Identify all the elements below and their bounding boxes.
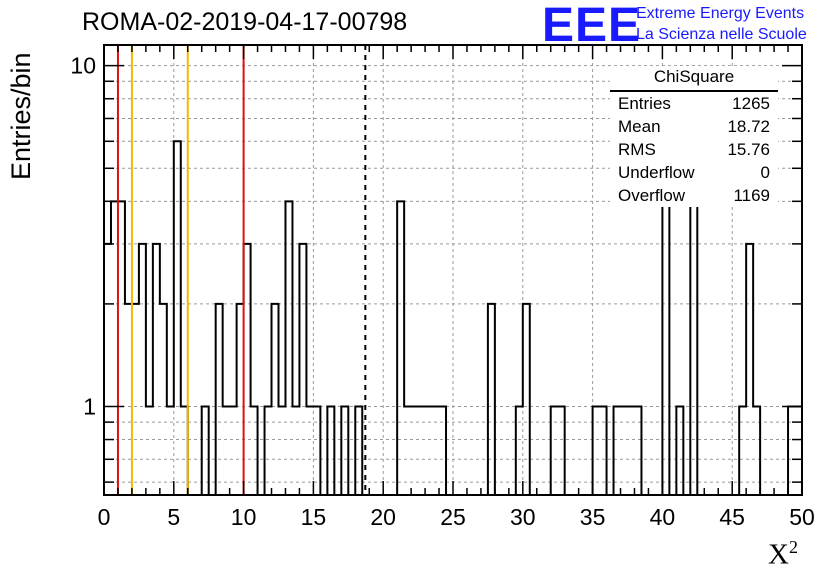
y-tick-label: 1 xyxy=(83,394,96,420)
histogram-bin xyxy=(139,244,146,495)
histogram-bin xyxy=(279,407,286,495)
x-axis-title: X2 xyxy=(768,537,798,572)
histogram-bin xyxy=(397,201,404,495)
histogram-bin xyxy=(174,141,181,495)
histogram-bin xyxy=(251,407,258,495)
x-tick-label: 25 xyxy=(440,504,466,530)
histogram-bin xyxy=(125,304,132,495)
stats-label: Underflow xyxy=(618,163,695,182)
histogram-bin xyxy=(593,407,600,495)
histogram-bin xyxy=(690,168,697,495)
x-tick-label: 40 xyxy=(650,504,676,530)
histogram-bin xyxy=(739,407,746,495)
histogram-bin xyxy=(439,407,446,495)
histogram-bin xyxy=(292,407,299,495)
histogram-bin xyxy=(558,407,565,495)
stats-row-entries: Entries 1265 xyxy=(610,92,778,115)
x-tick-label: 20 xyxy=(370,504,396,530)
histogram-bin xyxy=(341,407,348,495)
stats-value: 18.72 xyxy=(727,117,770,136)
histogram-bin xyxy=(746,244,753,495)
x-tick-label: 0 xyxy=(98,504,111,530)
histogram-bin xyxy=(104,244,111,495)
histogram-bin xyxy=(753,407,760,495)
histogram-bin xyxy=(662,168,669,495)
x-tick-label: 35 xyxy=(580,504,606,530)
stats-row-mean: Mean 18.72 xyxy=(610,115,778,138)
histogram-bin xyxy=(523,304,530,495)
histogram-bin xyxy=(404,407,411,495)
histogram-bin xyxy=(676,407,683,495)
stats-title: ChiSquare xyxy=(610,66,778,92)
histogram-series xyxy=(104,140,802,496)
histogram-bin xyxy=(418,407,425,495)
histogram-bin xyxy=(118,201,125,495)
histogram-bin xyxy=(299,244,306,495)
histogram-bin xyxy=(614,407,621,495)
histogram-bin xyxy=(230,407,237,495)
histogram-bin xyxy=(551,407,558,495)
stats-box: ChiSquare Entries 1265 Mean 18.72 RMS 15… xyxy=(610,66,778,207)
stats-label: Overflow xyxy=(618,186,686,205)
histogram-bin xyxy=(327,407,334,495)
histogram-bin xyxy=(244,244,251,495)
histogram-bin xyxy=(202,407,209,495)
histogram-bin xyxy=(411,407,418,495)
histogram-bin xyxy=(306,407,313,495)
histogram-bin xyxy=(223,407,230,495)
logo-line-1: Extreme Energy Events xyxy=(636,5,805,22)
histogram-bin xyxy=(146,407,153,495)
histogram-bin xyxy=(432,407,439,495)
stats-row-rms: RMS 15.76 xyxy=(610,138,778,161)
histogram-bin xyxy=(313,407,320,495)
stats-row-underflow: Underflow 0 xyxy=(610,161,778,184)
histogram-bin xyxy=(355,407,362,495)
stats-label: Mean xyxy=(618,117,661,136)
histogram-bin xyxy=(153,244,160,495)
stats-value: 1265 xyxy=(732,94,770,113)
eee-logo-mark: EEE xyxy=(542,0,642,52)
histogram-bin xyxy=(181,407,188,495)
stats-row-overflow: Overflow 1169 xyxy=(610,184,778,207)
histogram-bin xyxy=(272,304,279,495)
histogram-bin xyxy=(634,407,641,495)
x-tick-label: 10 xyxy=(231,504,257,530)
stats-value: 15.76 xyxy=(727,140,770,159)
histogram-bin xyxy=(167,407,174,495)
x-tick-label: 15 xyxy=(301,504,327,530)
histogram-bin xyxy=(516,407,523,495)
chart-title: ROMA-02-2019-04-17-00798 xyxy=(82,8,408,36)
x-tick-label: 50 xyxy=(789,504,815,530)
histogram-bin xyxy=(160,304,167,495)
histogram-bin xyxy=(621,407,628,495)
x-axis-title-superscript: 2 xyxy=(788,537,798,557)
histogram-bin xyxy=(628,407,635,495)
stats-value: 1169 xyxy=(733,186,770,205)
histogram-bin xyxy=(111,201,118,495)
histogram-bin xyxy=(425,407,432,495)
histogram-bin xyxy=(237,304,244,495)
y-axis-title: Entries/bin xyxy=(6,52,36,180)
histogram-bin xyxy=(265,407,272,495)
stats-label: Entries xyxy=(618,94,671,113)
histogram-bin xyxy=(216,304,223,495)
histogram-bin xyxy=(488,304,495,495)
stats-value: 0 xyxy=(760,163,770,182)
x-axis-title-symbol: X xyxy=(768,538,789,571)
x-tick-label: 5 xyxy=(167,504,180,530)
logo-line-2: La Scienza nelle Scuole xyxy=(636,26,807,43)
histogram-bin xyxy=(285,201,292,495)
y-tick-label: 10 xyxy=(70,53,96,79)
histogram-bin xyxy=(132,304,139,495)
stats-label: RMS xyxy=(618,140,656,159)
x-tick-label: 30 xyxy=(510,504,536,530)
x-tick-label: 45 xyxy=(719,504,745,530)
histogram-bin xyxy=(600,407,607,495)
